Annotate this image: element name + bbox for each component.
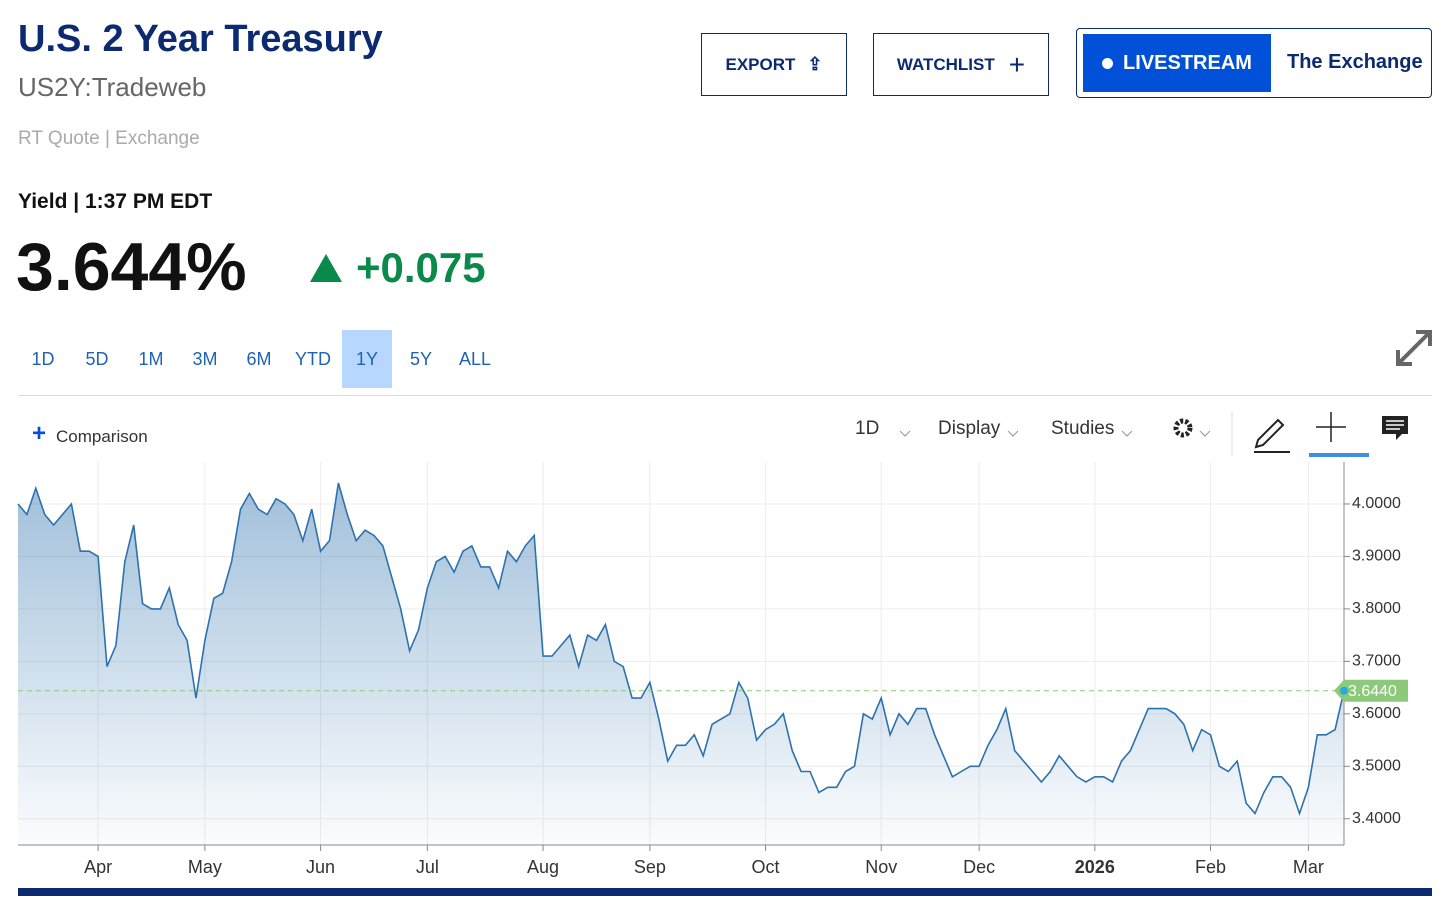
x-tick-label: Nov (865, 857, 897, 877)
livestream-button[interactable]: LIVESTREAM (1083, 34, 1271, 92)
icon: ⇪ (807, 54, 823, 74)
export-button[interactable]: EXPORT ⇪ (701, 33, 847, 96)
x-tick-label: Jul (416, 857, 439, 877)
range-button[interactable]: 1D (31, 348, 55, 369)
display[interactable]: Display (938, 418, 1001, 439)
y-tick-label: 3.6000 (1352, 705, 1401, 722)
range-button[interactable]: 5Y (409, 348, 433, 369)
y-tick-label: 3.8000 (1352, 600, 1401, 617)
range-button[interactable]: 6M (246, 348, 272, 369)
dot (1102, 57, 1114, 69)
range-button[interactable]: 5D (85, 348, 109, 369)
icon: + (1008, 48, 1026, 80)
y-tick-label: 3.9000 (1352, 548, 1401, 565)
price: 3.644% (16, 229, 247, 305)
area (18, 483, 1344, 845)
range-button[interactable]: YTD (295, 348, 331, 369)
expand-icon[interactable] (1394, 328, 1434, 368)
x-tick-label: Oct (752, 857, 780, 877)
change: +0.075 (356, 244, 486, 291)
watchlist-button[interactable]: WATCHLIST + (873, 33, 1049, 96)
exchange-label: The Exchange (1287, 51, 1423, 73)
export-label: EXPORT (725, 54, 796, 74)
yield-label: Yield | 1:37 PM EDT (18, 190, 213, 213)
x-tick-label: Jun (306, 857, 335, 877)
range-selector: 1D 5D 1M 3M 6M YTD 1Y 5Y ALL (18, 330, 504, 388)
comparison[interactable]: Comparison (56, 427, 148, 446)
x-tick-label: Dec (963, 857, 995, 877)
range-button[interactable]: 1M (138, 348, 164, 369)
studies[interactable]: Studies (1051, 418, 1115, 439)
toolbar-icons (899, 412, 1408, 457)
range-button[interactable]: ALL (458, 348, 492, 369)
reference-tag (1334, 679, 1408, 702)
footer-bar (18, 888, 1432, 896)
reference-label: 3.6440 (1348, 683, 1397, 700)
livestream-box[interactable]: LIVESTREAM The Exchange (1076, 28, 1432, 98)
up-arrow (310, 254, 342, 282)
interval[interactable]: 1D (855, 418, 880, 439)
x-tick-label: May (188, 857, 222, 877)
source: RT Quote | Exchange (18, 128, 200, 149)
range-button[interactable]: 3M (192, 348, 218, 369)
line (17, 482, 1345, 816)
symbol: US2Y:Tradeweb (18, 72, 207, 102)
plus-icon: + (32, 420, 47, 447)
range-button[interactable]: 1Y (342, 330, 392, 388)
separator (18, 395, 1432, 396)
y-tick-label: 4.0000 (1352, 495, 1401, 512)
y-tick-label: 3.4000 (1352, 810, 1401, 827)
watchlist-label: WATCHLIST (896, 54, 995, 74)
livestream-label: LIVESTREAM (1123, 51, 1252, 74)
y-tick-label: 3.5000 (1352, 758, 1401, 775)
y-tick-label: 3.7000 (1352, 653, 1401, 670)
x-tick-label: Aug (527, 857, 559, 877)
x-tick-label: Apr (84, 857, 112, 877)
x-tick-label: 2026 (1075, 857, 1115, 877)
x-tick-label: Mar (1293, 857, 1324, 877)
title: U.S. 2 Year Treasury (18, 18, 383, 60)
last-point (1340, 686, 1348, 695)
x-tick-label: Feb (1195, 857, 1226, 877)
x-tick-label: Sep (634, 857, 666, 877)
